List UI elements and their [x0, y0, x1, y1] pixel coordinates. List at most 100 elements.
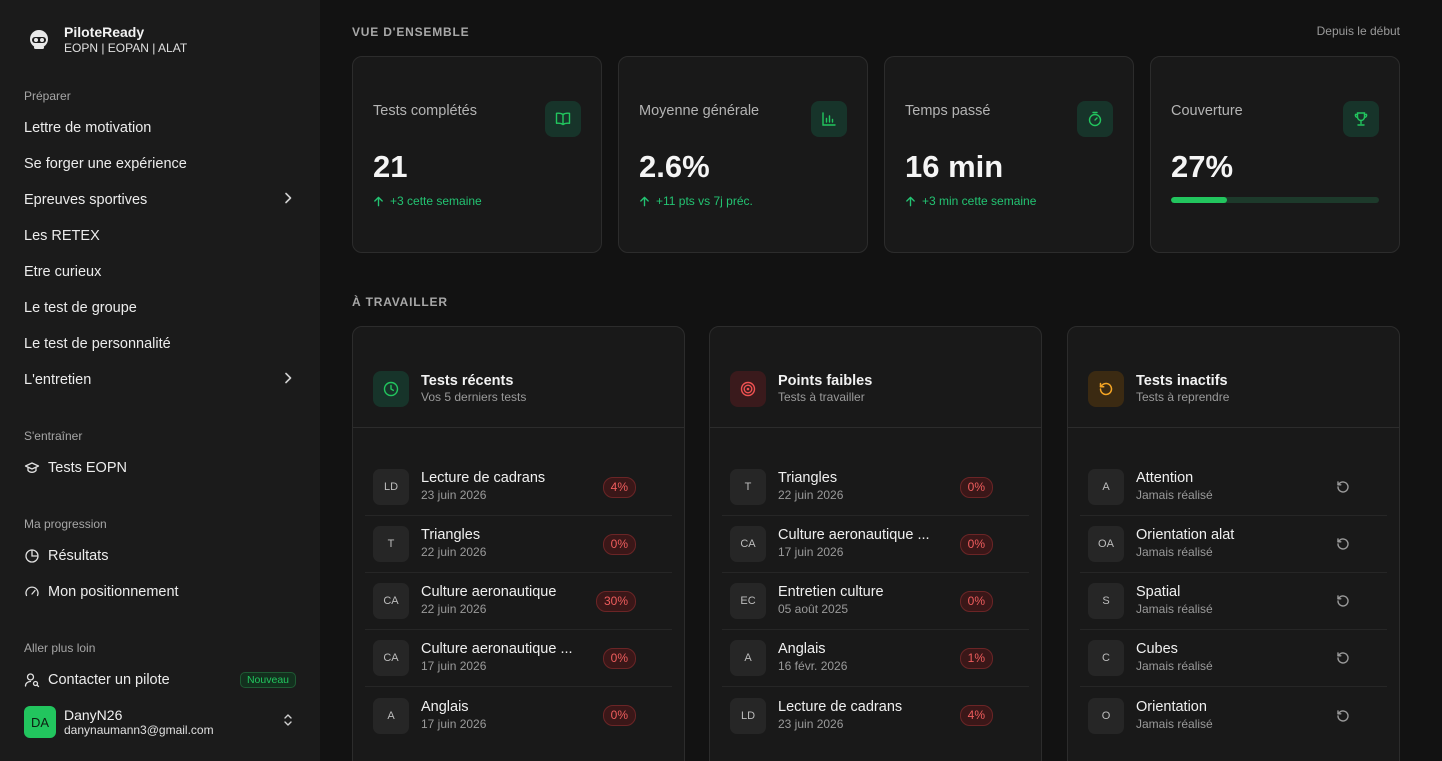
test-abbr-badge: LD [730, 697, 766, 734]
score-badge: 4% [602, 476, 636, 498]
list-item[interactable]: EC Entretien culture 05 août 2025 0% [722, 573, 1029, 630]
sidebar-item-results[interactable]: Résultats [24, 542, 296, 570]
list-item[interactable]: A Attention Jamais réalisé [1080, 459, 1387, 516]
section-label-further: Aller plus loin [24, 641, 96, 655]
list-item[interactable]: A Anglais 17 juin 2026 0% [365, 687, 672, 744]
stat-value: 21 [373, 149, 408, 184]
list-item-text: Triangles 22 juin 2026 [421, 527, 603, 561]
stat-delta-text: +11 pts vs 7j préc. [656, 194, 753, 208]
coverage-progress-bar [1171, 197, 1379, 203]
test-date: 05 août 2025 [778, 602, 849, 616]
trophy-icon [1343, 101, 1379, 137]
test-name: Culture aeronautique [421, 584, 557, 600]
list-item[interactable]: LD Lecture de cadrans 23 juin 2026 4% [365, 459, 672, 516]
card-title: Tests inactifs [1136, 373, 1228, 389]
list-item-text: Lecture de cadrans 23 juin 2026 [421, 470, 603, 504]
graduation-cap-icon [24, 460, 40, 476]
list-item-text: Culture aeronautique 22 juin 2026 [421, 584, 596, 618]
stat-card-coverage: Couverture 27% [1150, 56, 1400, 253]
test-name: Lecture de cadrans [421, 470, 546, 486]
list-item-text: Cubes Jamais réalisé [1136, 641, 1335, 675]
user-menu[interactable]: DA DanyN26 danynaumann3@gmail.com [24, 705, 296, 739]
list-item[interactable]: A Anglais 16 févr. 2026 1% [722, 630, 1029, 687]
sidebar-item-tests-eopn[interactable]: Tests EOPN [24, 454, 296, 482]
list-item-text: Entretien culture 05 août 2025 [778, 584, 960, 618]
overview-heading: VUE D'ENSEMBLE [352, 25, 470, 39]
test-name: Cubes [1136, 641, 1178, 657]
user-search-icon [24, 672, 40, 688]
clock-icon [373, 371, 409, 407]
rotate-ccw-icon [1088, 371, 1124, 407]
section-label-prepare: Préparer [24, 89, 71, 103]
stat-label: Moyenne générale [639, 103, 760, 119]
test-name: Anglais [421, 698, 469, 715]
retry-icon[interactable] [1335, 593, 1351, 609]
card-header: Points faibles Tests à travailler [710, 327, 1041, 428]
bar-chart-icon [811, 101, 847, 137]
sidebar-item-label: Lettre de motivation [24, 120, 152, 136]
period-filter[interactable]: Depuis le début [1316, 24, 1400, 38]
sidebar-item-contact-pilot[interactable]: Contacter un pilote Nouveau [24, 666, 296, 694]
section-label-progress: Ma progression [24, 517, 107, 531]
stat-card-average: Moyenne générale 2.6% +11 pts vs 7j préc… [618, 56, 868, 253]
test-abbr-badge: LD [373, 469, 409, 505]
sidebar-item-retex[interactable]: Les RETEX [24, 222, 296, 250]
gauge-icon [24, 584, 40, 600]
list-item[interactable]: LD Lecture de cadrans 23 juin 2026 4% [722, 687, 1029, 744]
recent-tests-list: LD Lecture de cadrans 23 juin 2026 4% T Trian… [365, 459, 672, 744]
score-badge: 30% [595, 590, 636, 612]
avatar: DA [24, 706, 56, 738]
test-date: 22 juin 2026 [778, 488, 844, 502]
test-name: Entretien culture [778, 584, 884, 600]
retry-icon[interactable] [1335, 479, 1351, 495]
brand-subtitle: EOPN | EOPAN | ALAT [64, 41, 188, 55]
list-item[interactable]: CA Culture aeronautique ... 17 juin 2026 0% [365, 630, 672, 687]
test-name: Triangles [421, 527, 481, 543]
test-date: 22 juin 2026 [421, 545, 487, 559]
list-item[interactable]: T Triangles 22 juin 2026 0% [365, 516, 672, 573]
recent-tests-card: Tests récents Vos 5 derniers tests LD Lec… [352, 326, 685, 761]
retry-icon[interactable] [1335, 536, 1351, 552]
sidebar-item-label: Tests EOPN [48, 460, 127, 476]
sidebar-item-personality-test[interactable]: Le test de personnalité [24, 330, 296, 358]
target-icon [730, 371, 766, 407]
sidebar-item-label: Epreuves sportives [24, 192, 148, 208]
test-abbr-badge: A [1088, 469, 1124, 505]
brand[interactable]: PiloteReady EOPN | EOPAN | ALAT [24, 24, 187, 56]
list-item[interactable]: C Cubes Jamais réalisé [1080, 630, 1387, 687]
test-abbr-badge: O [1088, 697, 1124, 734]
test-date: 17 juin 2026 [421, 716, 487, 731]
stat-delta-text: +3 cette semaine [390, 194, 482, 208]
card-title: Points faibles [778, 373, 873, 389]
test-date: Jamais réalisé [1136, 716, 1213, 731]
list-item[interactable]: S Spatial Jamais réalisé [1080, 573, 1387, 630]
test-name: Triangles [778, 470, 838, 486]
retry-icon[interactable] [1335, 650, 1351, 666]
retry-icon[interactable] [1335, 708, 1351, 724]
sidebar-item-label: Contacter un pilote [48, 672, 170, 688]
list-item[interactable]: CA Culture aeronautique ... 17 juin 2026 0% [722, 516, 1029, 573]
stat-label: Tests complétés [373, 103, 477, 119]
sidebar-item-interview[interactable]: L'entretien [24, 366, 296, 394]
list-item-text: Orientation alat Jamais réalisé [1136, 527, 1335, 561]
sidebar-item-cover-letter[interactable]: Lettre de motivation [24, 114, 296, 142]
sidebar-item-group-test[interactable]: Le test de groupe [24, 294, 296, 322]
test-date: Jamais réalisé [1136, 488, 1213, 502]
score-badge: 0% [602, 533, 636, 555]
sidebar-item-curious[interactable]: Etre curieux [24, 258, 296, 286]
test-date: 22 juin 2026 [421, 602, 487, 616]
card-subtitle: Vos 5 derniers tests [421, 390, 527, 404]
test-name: Spatial [1136, 584, 1181, 600]
weak-points-card: Points faibles Tests à travailler T Trian… [709, 326, 1042, 761]
list-item[interactable]: T Triangles 22 juin 2026 0% [722, 459, 1029, 516]
sidebar-item-label: Mon positionnement [48, 584, 179, 600]
list-item[interactable]: CA Culture aeronautique 22 juin 2026 30% [365, 573, 672, 630]
list-item-text: Triangles 22 juin 2026 [778, 470, 960, 504]
test-date: 17 juin 2026 [421, 659, 487, 673]
sidebar-item-positioning[interactable]: Mon positionnement [24, 578, 296, 606]
list-item[interactable]: O Orientation Jamais réalisé [1080, 687, 1387, 744]
sidebar-item-sports[interactable]: Epreuves sportives [24, 186, 296, 214]
card-header: Tests récents Vos 5 derniers tests [353, 327, 684, 428]
list-item[interactable]: OA Orientation alat Jamais réalisé [1080, 516, 1387, 573]
sidebar-item-experience[interactable]: Se forger une expérience [24, 150, 296, 178]
